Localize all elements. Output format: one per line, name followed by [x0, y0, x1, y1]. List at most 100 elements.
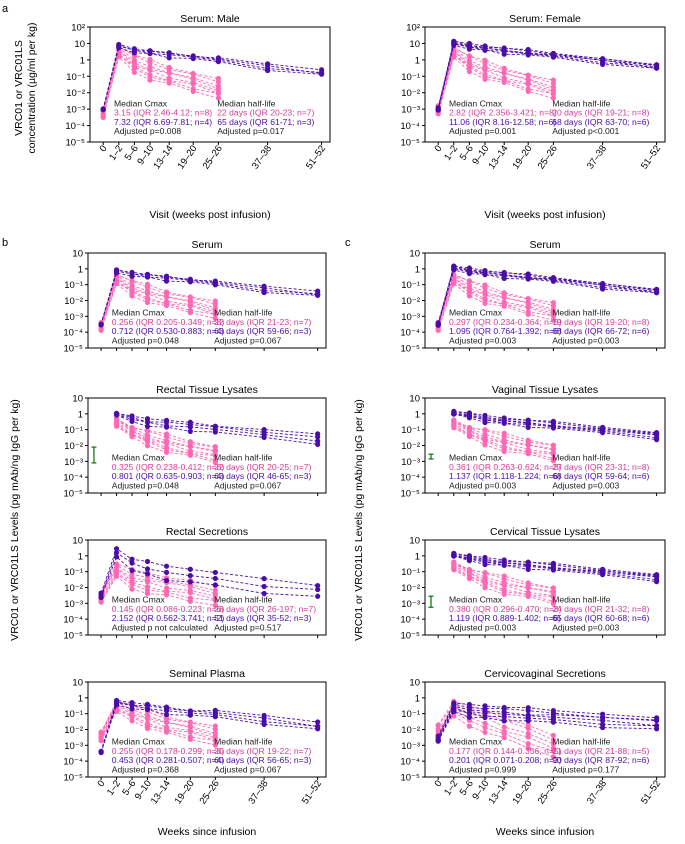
purple-point-b3-0-5	[187, 579, 193, 585]
y-tick-label-c1-1: 1	[415, 264, 420, 275]
pink-line-c3-5	[453, 563, 554, 593]
y-tick-label-c2-2: 10⁻¹	[401, 425, 420, 436]
panel-label-c: c	[345, 237, 351, 249]
x-axis-label-c: Weeks since infusion	[496, 826, 595, 838]
purple-series-c1	[435, 263, 660, 328]
pink-point-b4-0-2	[129, 718, 135, 724]
x-tick-label-b4-6: 25–26	[198, 778, 222, 806]
pink-point-c2-7-4	[525, 437, 531, 443]
purple-point-b2-1-7	[315, 438, 321, 444]
x-tick-label-c4-8: 51–52	[639, 778, 663, 806]
halflife-pvalue-c2: Adjusted p=0.003	[552, 480, 619, 490]
pink-point-b2-7-2	[144, 427, 151, 434]
purple-point-b3-1-2	[129, 560, 135, 566]
purple-point-c3-5-3	[501, 557, 507, 563]
halflife-pvalue-c1: Adjusted p=0.003	[552, 335, 619, 345]
purple-line-c3-5	[453, 552, 657, 575]
pink-point-b3-3-4	[163, 585, 170, 591]
halflife-header-b4: Median half-life	[214, 737, 272, 747]
pink-point-b2-3-4	[187, 448, 193, 454]
purple-line-c1-0	[437, 269, 657, 325]
cmax-header-b1: Median Cmax	[112, 308, 166, 318]
y-tick-label-c2-3: 10⁻²	[401, 441, 420, 452]
purple-line-c3-2	[453, 555, 657, 578]
pink-point-b3-3-5	[187, 587, 193, 594]
pink-point-a1-7-5	[190, 70, 196, 77]
purple-point-a2-5-4	[501, 45, 507, 52]
x-tick-label-a2-8: 51–52	[639, 143, 663, 171]
cmax-vrc01-b2: 0.325 (IQR 0.238-0.412; n=8)	[112, 462, 225, 472]
y-tick-label-b1-3: 10⁻²	[64, 296, 83, 307]
pink-point-a1-7-3	[147, 56, 153, 63]
chart-c4: Cervicovaginal Secretions 10 1 10⁻¹ 10⁻² 10⁻³…	[400, 668, 666, 806]
pink-point-c4-1-3	[482, 725, 488, 731]
x-tick-label-b4-0: 0	[95, 778, 107, 789]
halflife-pvalue-c3: Adjusted p=0.003	[552, 622, 619, 632]
purple-line-a1-3	[102, 43, 322, 110]
pink-point-b3-5-2	[129, 571, 135, 578]
purple-point-c4-5-7	[600, 711, 606, 717]
pink-line-c3-6	[453, 562, 554, 589]
purple-point-a1-3-2	[131, 46, 137, 52]
purple-point-b3-2-2	[129, 556, 135, 562]
purple-point-b3-0-4	[163, 577, 170, 584]
x-tick-label-c4-6: 25–26	[536, 778, 560, 806]
pink-point-c4-4-6	[550, 737, 557, 743]
halflife-pvalue-b4: Adjusted p=0.067	[214, 764, 281, 774]
pink-point-c1-5-6	[550, 306, 557, 313]
y-tick-label-a1-6: 10⁻⁴	[65, 121, 85, 132]
purple-point-b4-3-1	[113, 697, 120, 704]
purple-point-b2-0-4	[187, 428, 193, 434]
cmax-header-b2: Median Cmax	[112, 453, 166, 463]
pink-point-b2-7-4	[187, 439, 193, 445]
pink-point-b2-7-5	[212, 444, 218, 450]
y-tick-label-a2-1: 10	[409, 39, 420, 50]
pink-point-c1-7-4	[501, 290, 507, 296]
purple-point-a1-3-5	[190, 54, 196, 60]
pink-series-c3	[451, 559, 557, 607]
y-tick-label-b3-4: 10⁻³	[64, 599, 83, 610]
purple-point-b2-3-6	[261, 426, 267, 433]
purple-point-c2-5-7	[654, 429, 660, 436]
purple-series-c4	[435, 700, 660, 744]
purple-point-c1-5-2	[466, 265, 472, 271]
y-tick-label-b3-6: 10⁻⁵	[63, 631, 83, 642]
purple-point-c1-5-3	[482, 267, 488, 274]
purple-point-a1-3-7	[265, 61, 271, 67]
pink-point-c3-7-1	[466, 567, 472, 573]
y-tick-label-b4-6: 10⁻⁵	[63, 773, 83, 784]
pink-point-c1-7-5	[525, 295, 531, 302]
purple-point-b4-3-3	[144, 701, 151, 708]
purple-point-b4-3-4	[163, 704, 170, 710]
cmax-pvalue-b1: Adjusted p=0.048	[112, 335, 179, 345]
x-tick-label-c4-4: 13–14	[486, 778, 510, 806]
pink-point-a2-1-5	[525, 86, 531, 92]
pink-point-c1-7-2	[466, 278, 472, 284]
pink-point-c1-1-5	[525, 309, 531, 315]
purple-point-b3-2-7	[261, 576, 267, 582]
cmax-vrc01ls-b4: 0.453 (IQR 0.281-0.507; n=4)	[112, 755, 225, 765]
pink-point-b2-1-5	[212, 457, 218, 463]
x-tick-label-b4-7: 37–38	[246, 778, 270, 806]
pink-point-c3-5-3	[501, 580, 507, 586]
y-tick-label-c3-1: 1	[415, 551, 420, 562]
pink-point-a1-5-3	[147, 64, 153, 70]
purple-point-b3-2-1	[113, 546, 120, 552]
pink-point-c4-3-4	[501, 724, 507, 730]
x-tick-label-a1-1: 1–2	[107, 143, 125, 162]
purple-point-b3-0-2	[129, 567, 135, 574]
pink-point-a2-5-2	[466, 58, 472, 64]
x-tick-label-a2-7: 37–38	[585, 143, 609, 171]
cmax-vrc01-c2: 0.361 (IQR 0.263-0.624; n=8)	[449, 462, 562, 472]
y-tick-label-b1-0: 10	[72, 249, 83, 260]
pink-point-a1-2-3	[147, 72, 153, 78]
purple-line-b2-1	[116, 414, 318, 442]
cmax-pvalue-b2: Adjusted p=0.048	[112, 480, 179, 490]
y-tick-label-b3-0: 10	[72, 536, 83, 547]
y-axis-label-a-line2: concentration (µg/ml per kg)	[26, 23, 38, 154]
pink-point-a1-0-2	[131, 69, 137, 75]
purple-point-a1-3-4	[166, 50, 172, 56]
y-tick-label-c4-0: 10	[409, 678, 420, 689]
purple-series-a2	[435, 38, 660, 113]
x-tick-label-c4-7: 37–38	[585, 778, 609, 806]
